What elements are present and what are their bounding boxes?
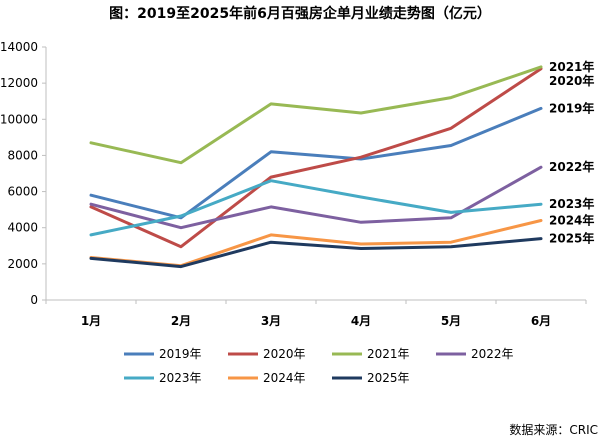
- y-tick-label: 6000: [7, 185, 38, 199]
- y-tick-label: 0: [30, 293, 38, 307]
- y-axis: 0 2000 4000 6000 8000 10000 12000 14000: [0, 40, 47, 307]
- end-label: 2020年: [549, 73, 594, 88]
- end-label: 2025年: [549, 231, 594, 246]
- series-line-2022年: [89, 165, 543, 230]
- x-tick-label: 2月: [171, 314, 191, 328]
- y-tick-label: 14000: [0, 40, 38, 54]
- series-lines: [89, 65, 543, 269]
- series-line-2024年: [89, 219, 543, 268]
- legend: 2019年 2020年 2021年 2022年 2023年 2024年 2025年: [124, 347, 514, 385]
- y-tick-label: 12000: [0, 76, 38, 90]
- series-line-2019年: [89, 106, 543, 220]
- x-tick-label: 4月: [351, 314, 371, 328]
- legend-label: 2025年: [367, 371, 410, 385]
- legend-label: 2019年: [159, 347, 202, 361]
- x-tick-label: 3月: [261, 314, 281, 328]
- series-line-2020年: [89, 67, 543, 249]
- end-label: 2019年: [549, 100, 594, 115]
- legend-label: 2020年: [263, 347, 306, 361]
- chart-title: 图：2019至2025年前6月百强房企单月业绩走势图（亿元）: [109, 5, 491, 22]
- legend-label: 2023年: [159, 371, 202, 385]
- legend-label: 2022年: [471, 347, 514, 361]
- y-tick-label: 2000: [7, 257, 38, 271]
- end-label: 2023年: [549, 196, 594, 211]
- legend-label: 2021年: [367, 347, 410, 361]
- y-tick-label: 4000: [7, 221, 38, 235]
- series-line-2021年: [89, 65, 543, 165]
- legend-label: 2024年: [263, 371, 306, 385]
- series-line-2023年: [89, 179, 543, 237]
- end-label: 2021年: [549, 59, 594, 74]
- end-label: 2024年: [549, 212, 594, 227]
- x-axis: 1月 2月 3月 4月 5月 6月: [45, 299, 587, 328]
- y-tick-label: 10000: [0, 112, 38, 126]
- y-tick-label: 8000: [7, 148, 38, 162]
- end-label: 2022年: [549, 159, 594, 174]
- x-tick-label: 5月: [441, 314, 461, 328]
- x-tick-label: 1月: [81, 314, 101, 328]
- x-tick-label: 6月: [531, 314, 551, 328]
- source-note: 数据来源：CRIC: [509, 422, 598, 437]
- series-line-2025年: [89, 237, 543, 269]
